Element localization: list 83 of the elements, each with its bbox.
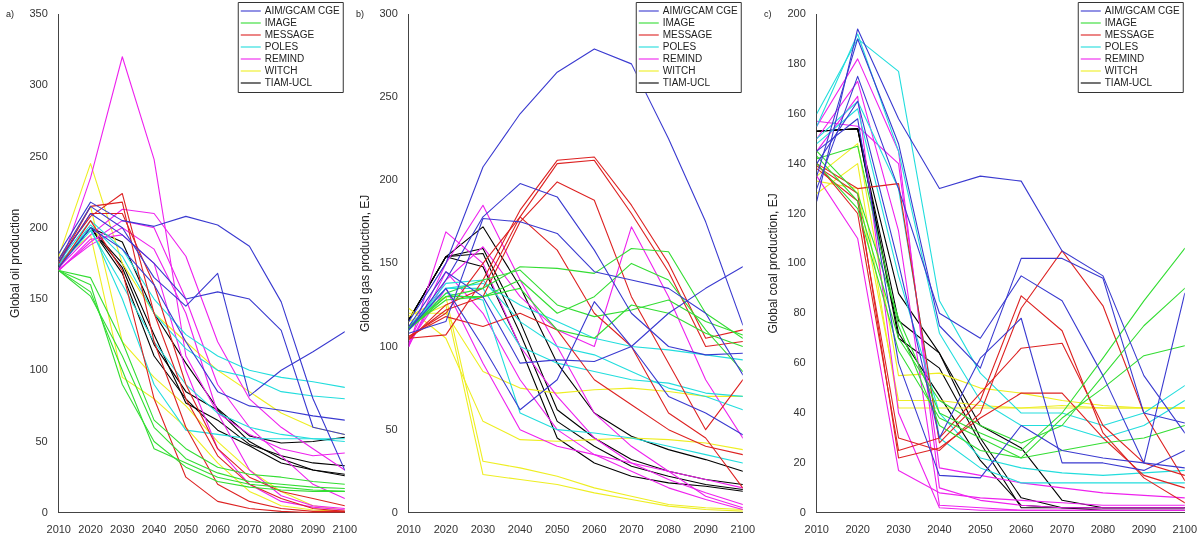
x-tick-label: 2040 [141,523,167,536]
x-tick-label: 2060 [205,523,230,536]
x-tick-label: 2090 [1131,523,1157,536]
y-tick-label: 160 [787,106,806,119]
x-tick-label: 2010 [46,523,71,536]
y-tick-label: 150 [379,256,398,269]
text: a) [6,8,15,19]
x-tick-label: 2070 [619,523,644,536]
x-tick-label: 2080 [1090,523,1116,536]
x-tick-label: 2020 [433,523,459,536]
y-tick-label: 300 [29,78,48,91]
legend-label: WITCH [1104,64,1138,76]
y-tick-label: 300 [379,7,398,20]
legend-label: REMIND [1104,52,1145,64]
x-tick-label: 2070 [1049,523,1075,536]
legend-label: MESSAGE [264,28,315,40]
y-tick-label: 0 [799,505,806,518]
legend-label: POLES [264,40,299,52]
y-tick-label: 100 [379,339,398,352]
y-tick-label: 100 [29,363,48,376]
text: c) [764,8,772,19]
x-tick-label: 2090 [300,523,326,536]
x-tick-label: 2080 [268,523,294,536]
y-tick-label: 80 [793,306,806,319]
legend-label: TIAM-UCL [264,76,313,88]
legend-label: IMAGE [264,16,298,28]
x-tick-label: 2030 [470,523,496,536]
x-tick-label: 2030 [110,523,135,536]
legend-label: TIAM-UCL [1104,76,1153,88]
y-tick-label: 0 [41,505,48,518]
y-tick-label: 250 [29,149,48,162]
y-tick-label: 100 [787,256,806,269]
legend-label: IMAGE [1104,16,1138,28]
y-tick-label: 200 [379,173,398,186]
y-tick-label: 40 [793,406,806,419]
x-tick-label: 2100 [730,523,756,536]
legend-label: MESSAGE [662,28,713,40]
y-tick-label: 350 [29,7,48,20]
y-tick-label: 200 [787,7,806,20]
y-tick-label: 50 [35,434,48,447]
legend-label: REMIND [264,52,305,64]
legend-label: IMAGE [662,16,696,28]
x-tick-label: 2040 [507,523,533,536]
y-tick-label: 0 [391,505,398,518]
legend-label: POLES [1104,40,1139,52]
y-tick-label: 150 [29,292,48,305]
x-tick-label: 2070 [237,523,262,536]
y-axis-title: Global coal production, EJ [765,193,780,334]
text: b) [356,8,365,19]
x-tick-label: 2020 [78,523,103,536]
x-tick-label: 2040 [927,523,952,536]
y-tick-label: 250 [379,90,398,103]
legend-label: AIM/GCAM CGE [1104,4,1181,16]
x-tick-label: 2050 [544,523,570,536]
x-tick-label: 2100 [332,523,358,536]
legend-label: AIM/GCAM CGE [662,4,739,16]
x-tick-label: 2060 [1008,523,1034,536]
legend-label: TIAM-UCL [662,76,711,88]
y-tick-label: 60 [793,356,806,369]
y-tick-label: 200 [29,220,48,233]
y-tick-label: 140 [787,156,806,169]
legend-label: REMIND [662,52,703,64]
legend-label: AIM/GCAM CGE [264,4,341,16]
x-tick-label: 2050 [968,523,993,536]
x-tick-label: 2010 [804,523,829,536]
x-tick-label: 2010 [396,523,421,536]
y-tick-label: 180 [787,56,806,69]
y-tick-label: 120 [787,206,806,219]
y-axis-title: Global gas production, EJ [357,194,372,333]
y-axis-title: Global oil production [7,208,22,319]
x-tick-label: 2030 [886,523,911,536]
x-tick-label: 2090 [693,523,718,536]
y-tick-label: 20 [793,455,806,468]
y-tick-label: 50 [385,422,398,435]
legend-label: WITCH [264,64,298,76]
legend-label: WITCH [662,64,696,76]
legend-label: POLES [662,40,697,52]
x-tick-label: 2060 [582,523,607,536]
x-tick-label: 2050 [173,523,199,536]
legend-label: MESSAGE [1104,28,1155,40]
x-tick-label: 2020 [845,523,870,536]
x-tick-label: 2080 [656,523,681,536]
x-tick-label: 2100 [1172,523,1198,536]
